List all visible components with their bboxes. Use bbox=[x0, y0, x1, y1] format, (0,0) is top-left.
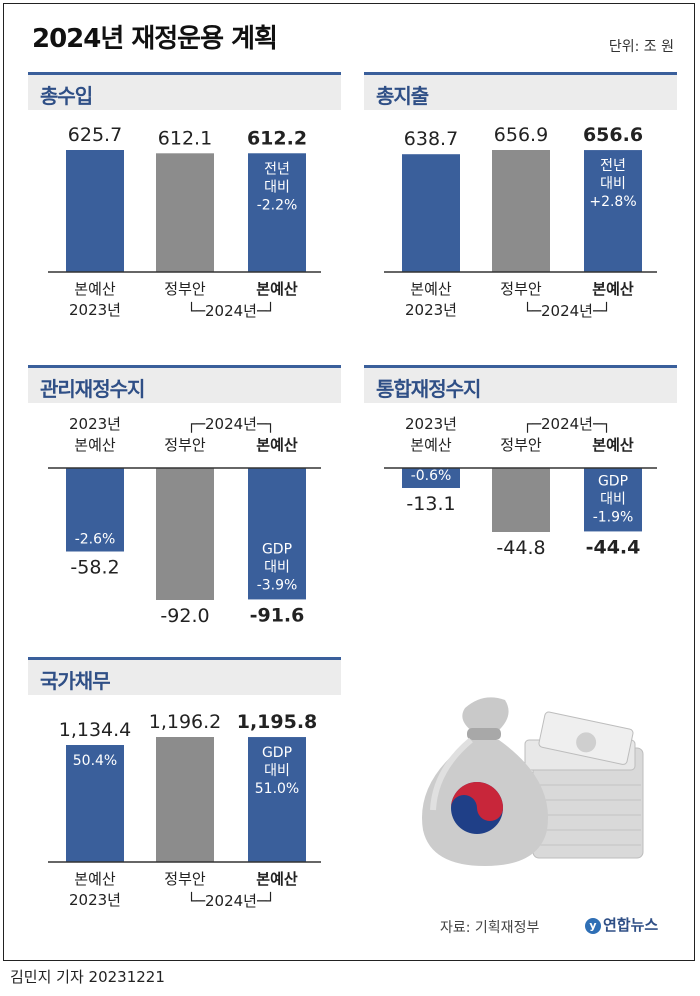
bar bbox=[248, 468, 306, 600]
axis-label: 본예산 bbox=[256, 436, 298, 454]
logo-text: 연합뉴스 bbox=[603, 916, 659, 934]
bar bbox=[66, 150, 124, 272]
panel-total-revenue: 총수입 625.7 612.1 612.2 전년 대비 -2.2% 본예산 2023년 정부안 본… bbox=[28, 72, 341, 342]
axis-label: 본예산 bbox=[592, 436, 634, 454]
chart-total-expenditure: 638.7 656.9 656.6 전년 대비 +2.8% 본예산 2023년 정부안 본예산 └─… bbox=[384, 124, 657, 320]
bar bbox=[402, 468, 460, 488]
bar-annotation: GDP 대비 -3.9% bbox=[257, 541, 298, 593]
axis-label: 정부안 bbox=[164, 280, 206, 298]
value-label: 638.7 bbox=[404, 128, 458, 150]
money-bag-and-cash-icon bbox=[422, 697, 644, 866]
axis-label: 본예산 2023년 bbox=[405, 280, 457, 319]
value-label: 656.6 bbox=[583, 124, 643, 146]
group-label: ┌─2024년─┐ bbox=[187, 415, 275, 433]
value-label: -91.6 bbox=[250, 604, 305, 626]
axis-label: 정부안 bbox=[164, 436, 206, 454]
bar bbox=[66, 468, 124, 552]
panel-header: 통합재정수지 bbox=[364, 365, 677, 404]
value-label: 1,134.4 bbox=[59, 719, 132, 741]
value-label: 612.1 bbox=[158, 127, 212, 149]
value-label: 625.7 bbox=[68, 124, 122, 146]
axis-label: 정부안 bbox=[500, 436, 542, 454]
bar-annotation: 50.4% bbox=[73, 753, 117, 769]
panel-header: 관리재정수지 bbox=[28, 365, 341, 404]
panel-title: 국가채무 bbox=[40, 669, 111, 693]
bar-annotation: -2.6% bbox=[75, 532, 116, 548]
yonhap-logo-icon: y bbox=[585, 917, 601, 934]
bar bbox=[492, 150, 550, 272]
panel-title: 총수입 bbox=[40, 84, 93, 108]
axis-label: 본예산 bbox=[592, 280, 634, 298]
axis-label: 본예산 2023년 bbox=[69, 280, 121, 319]
unit-label: 단위: 조 원 bbox=[608, 39, 674, 55]
value-label: -44.4 bbox=[586, 536, 641, 558]
axis-label: 정부안 bbox=[500, 280, 542, 298]
bar bbox=[492, 468, 550, 532]
cash-stack-icon bbox=[524, 711, 644, 859]
bar-annotation: GDP 대비 -1.9% bbox=[593, 473, 634, 525]
axis-label: 2023년 본예산 bbox=[405, 415, 457, 454]
value-label: 612.2 bbox=[247, 127, 307, 149]
group-label: └─2024년─┘ bbox=[523, 301, 611, 320]
axis-label: 본예산 bbox=[256, 280, 298, 298]
bar-annotation: 전년 대비 +2.8% bbox=[589, 158, 636, 210]
panel-total-expenditure: 총지출 638.7 656.9 656.6 전년 대비 +2.8% 본예산 2023년 정부안 본… bbox=[364, 72, 677, 342]
panel-title: 통합재정수지 bbox=[376, 377, 481, 401]
value-label: -13.1 bbox=[406, 493, 455, 515]
bar-annotation: 전년 대비 -2.2% bbox=[257, 161, 298, 213]
group-label: └─2024년─┘ bbox=[187, 301, 275, 320]
group-label: ┌─2024년─┐ bbox=[523, 415, 611, 433]
bar bbox=[584, 150, 642, 272]
yonhap-logo: y 연합뉴스 bbox=[585, 914, 658, 935]
axis-label: 본예산 bbox=[256, 870, 298, 888]
bar bbox=[156, 737, 214, 862]
bar bbox=[248, 737, 306, 862]
bar bbox=[156, 468, 214, 600]
chart-national-debt: 1,134.4 50.4% 1,196.2 1,195.8 GDP 대비 51.0% 본예산 2… bbox=[48, 711, 321, 910]
bar bbox=[402, 154, 460, 272]
value-label: 1,196.2 bbox=[149, 711, 222, 733]
value-label: -92.0 bbox=[160, 605, 209, 627]
value-label: 1,195.8 bbox=[237, 711, 318, 733]
value-label: -58.2 bbox=[70, 557, 119, 579]
bar-annotation: -0.6% bbox=[411, 468, 452, 484]
axis-label: 정부안 bbox=[164, 870, 206, 888]
panel-title: 관리재정수지 bbox=[40, 377, 145, 401]
group-label: └─2024년─┘ bbox=[187, 891, 275, 910]
bar bbox=[156, 153, 214, 272]
bar bbox=[66, 745, 124, 862]
bar-annotation: GDP 대비 51.0% bbox=[255, 745, 299, 797]
reporter-credit: 김민지 기자 20231221 bbox=[10, 968, 165, 986]
panel-header: 총수입 bbox=[28, 72, 341, 111]
axis-label: 2023년 본예산 bbox=[69, 415, 121, 454]
value-label: -44.8 bbox=[496, 537, 545, 559]
page-title: 2024년 재정운용 계획 bbox=[32, 24, 278, 54]
bar bbox=[584, 468, 642, 532]
source-label: 자료: 기획재정부 bbox=[440, 920, 540, 936]
panel-national-debt: 국가채무 1,134.4 50.4% 1,196.2 1,195.8 GDP 대비 51.0… bbox=[28, 657, 341, 932]
panel-title: 총지출 bbox=[376, 84, 429, 108]
value-label: 656.9 bbox=[494, 124, 548, 146]
money-bag-icon bbox=[422, 697, 548, 866]
taegeuk-emblem-icon bbox=[451, 782, 503, 834]
axis-label: 본예산 2023년 bbox=[69, 870, 121, 909]
panel-header: 국가채무 bbox=[28, 657, 341, 696]
bar bbox=[248, 153, 306, 272]
panel-header: 총지출 bbox=[364, 72, 677, 111]
chart-total-revenue: 625.7 612.1 612.2 전년 대비 -2.2% 본예산 2023년 정부안 본예산 └─… bbox=[48, 124, 321, 320]
